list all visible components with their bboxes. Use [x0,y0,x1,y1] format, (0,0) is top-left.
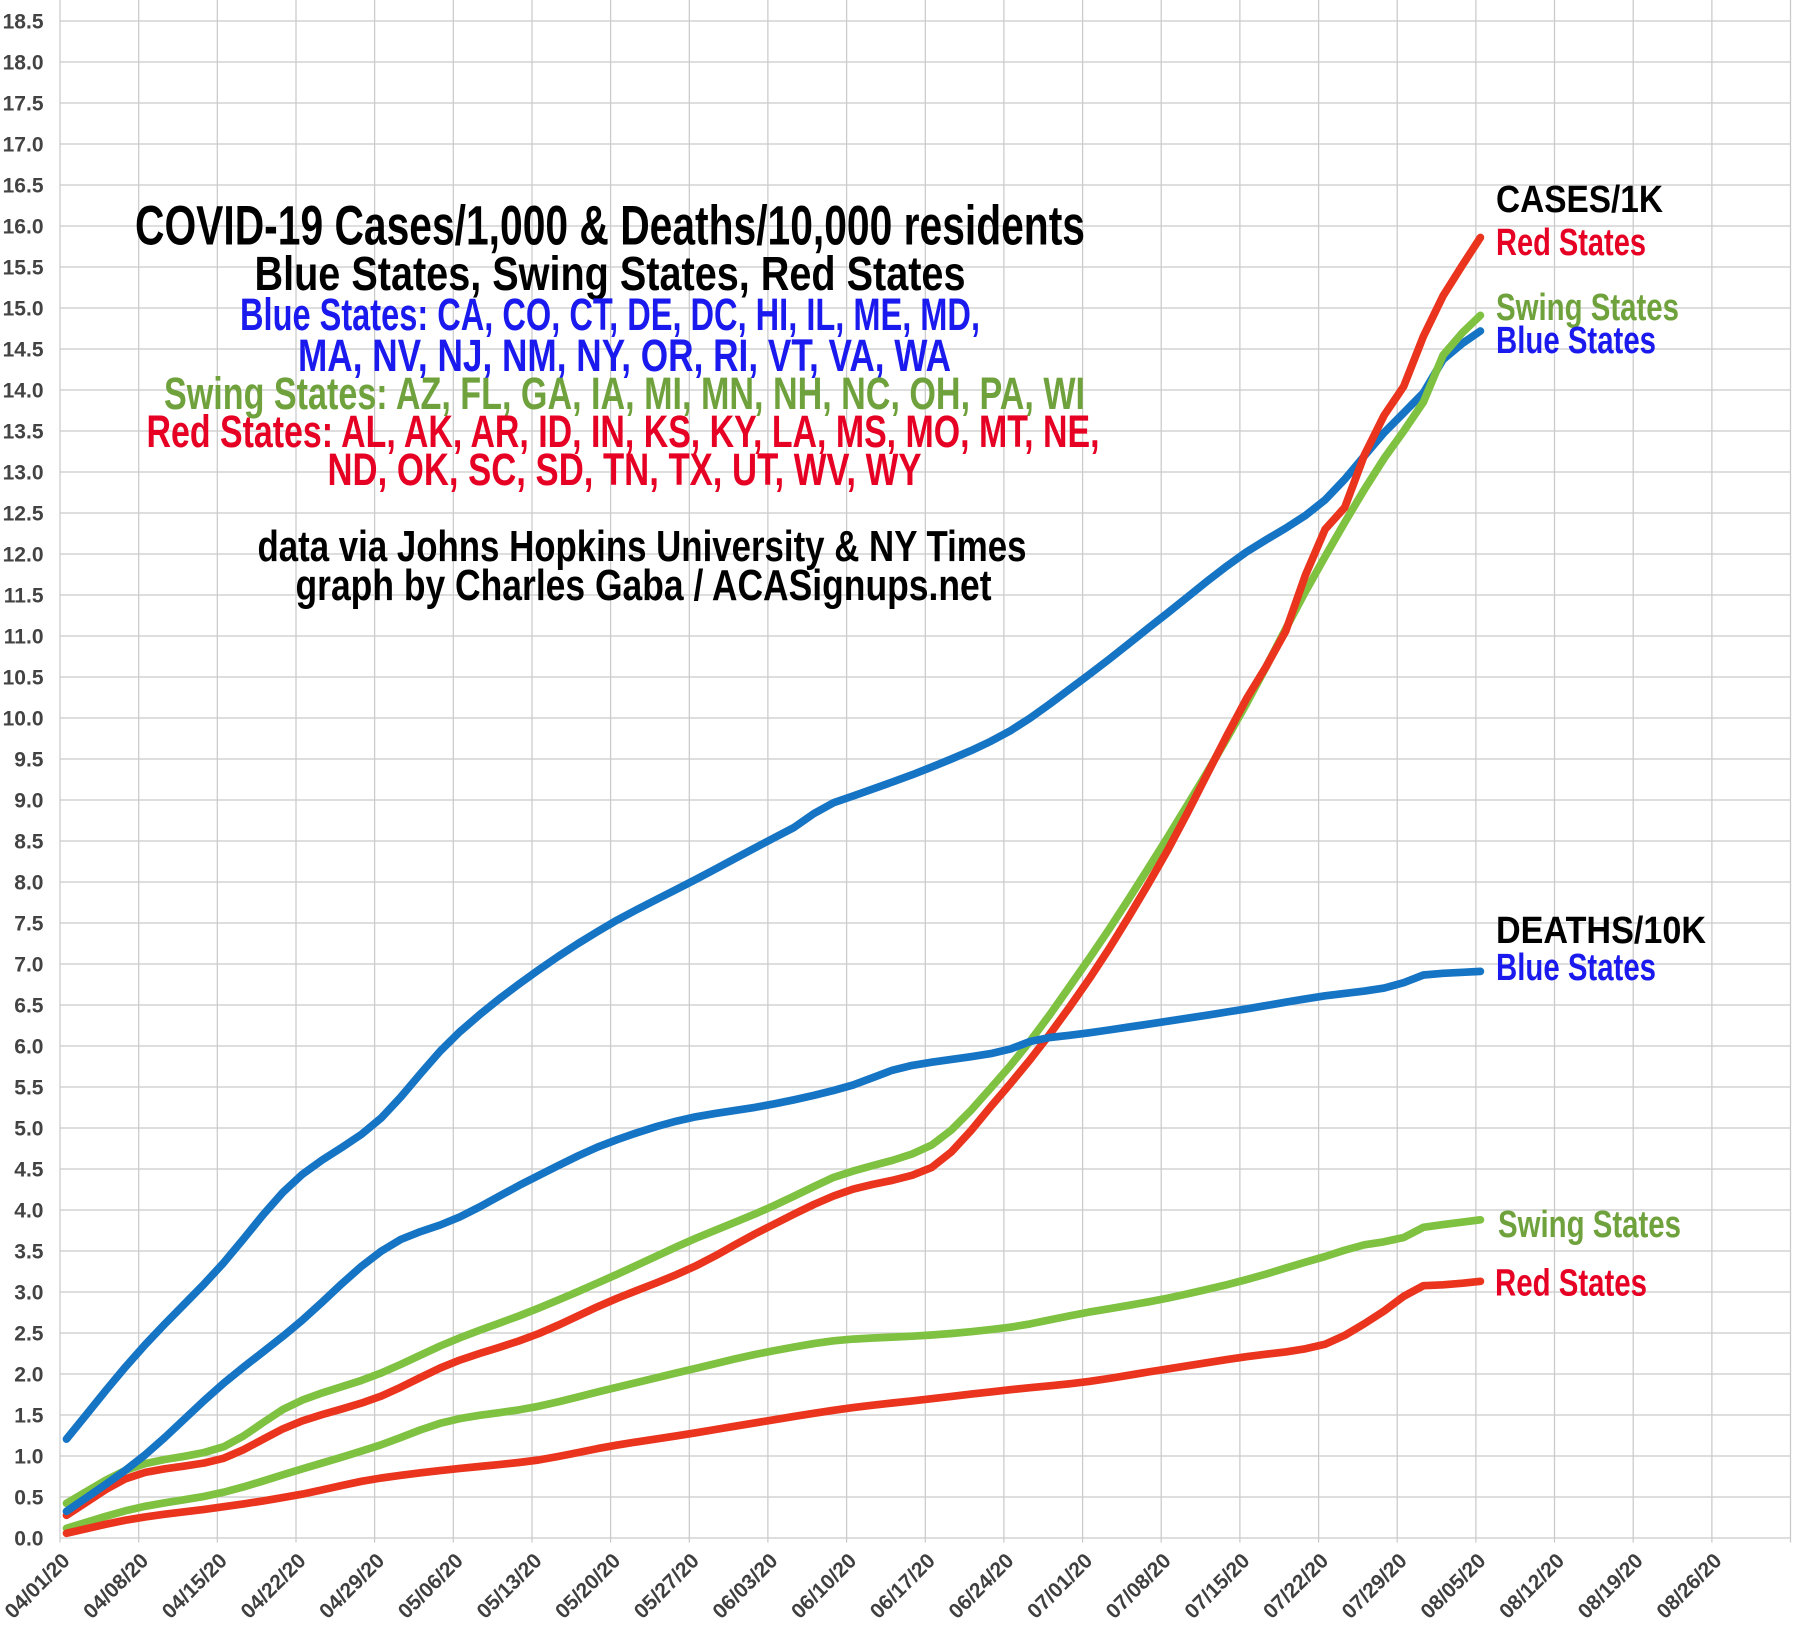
svg-text:18.5: 18.5 [3,11,44,34]
svg-text:4.5: 4.5 [14,1159,44,1182]
svg-text:1.0: 1.0 [14,1446,43,1469]
svg-text:Blue States, Swing States, Red: Blue States, Swing States, Red States [255,248,966,301]
svg-text:05/06/20: 05/06/20 [394,1549,468,1623]
svg-text:DEATHS/10K: DEATHS/10K [1496,910,1706,952]
svg-text:08/19/20: 08/19/20 [1574,1549,1648,1623]
svg-text:Blue States: Blue States [1496,947,1656,989]
svg-text:04/08/20: 04/08/20 [79,1549,153,1623]
svg-text:0.5: 0.5 [14,1487,44,1510]
svg-text:13.5: 13.5 [3,421,44,444]
svg-text:6.0: 6.0 [14,1036,43,1059]
svg-text:18.0: 18.0 [3,52,44,75]
svg-text:2.0: 2.0 [14,1364,43,1387]
svg-text:9.5: 9.5 [14,749,44,772]
svg-text:0.0: 0.0 [14,1528,43,1551]
svg-text:04/01/20: 04/01/20 [0,1549,74,1623]
svg-text:Red States: AL, AK, AR, ID, IN: Red States: AL, AK, AR, ID, IN, KS, KY, … [147,406,1100,457]
svg-text:8.0: 8.0 [14,872,43,895]
svg-text:05/20/20: 05/20/20 [551,1549,625,1623]
svg-text:07/29/20: 07/29/20 [1338,1549,1412,1623]
svg-text:5.5: 5.5 [14,1077,44,1100]
svg-text:data via Johns Hopkins Univers: data via Johns Hopkins University & NY T… [258,522,1027,571]
svg-text:4.0: 4.0 [14,1200,43,1223]
svg-text:13.0: 13.0 [3,462,44,485]
svg-text:8.5: 8.5 [14,831,44,854]
svg-text:12.0: 12.0 [3,544,44,567]
svg-text:08/26/20: 08/26/20 [1652,1549,1726,1623]
svg-text:6.5: 6.5 [14,995,44,1018]
svg-text:3.5: 3.5 [14,1241,44,1264]
svg-text:Swing States: AZ, FL, GA, IA,: Swing States: AZ, FL, GA, IA, MI, MN, NH… [164,368,1085,419]
svg-text:17.0: 17.0 [3,134,44,157]
svg-text:05/27/20: 05/27/20 [630,1549,704,1623]
svg-text:06/24/20: 06/24/20 [944,1549,1018,1623]
svg-text:14.5: 14.5 [3,339,44,362]
svg-text:CASES/1K: CASES/1K [1496,179,1663,221]
svg-text:08/05/20: 08/05/20 [1416,1549,1490,1623]
svg-text:16.5: 16.5 [3,175,44,198]
svg-text:06/03/20: 06/03/20 [708,1549,782,1623]
svg-text:Red States: Red States [1495,1263,1647,1305]
svg-text:04/29/20: 04/29/20 [315,1549,389,1623]
svg-text:1.5: 1.5 [14,1405,44,1428]
svg-text:11.5: 11.5 [4,585,44,608]
svg-text:Swing States: Swing States [1498,1204,1681,1246]
svg-text:9.0: 9.0 [14,790,43,813]
svg-text:3.0: 3.0 [14,1282,43,1305]
svg-text:07/22/20: 07/22/20 [1259,1549,1333,1623]
svg-text:07/01/20: 07/01/20 [1023,1549,1097,1623]
svg-text:17.5: 17.5 [3,93,44,116]
svg-text:06/10/20: 06/10/20 [787,1549,861,1623]
svg-text:07/15/20: 07/15/20 [1180,1549,1254,1623]
svg-text:07/08/20: 07/08/20 [1102,1549,1176,1623]
svg-text:Blue States: Blue States [1496,320,1656,362]
svg-text:06/17/20: 06/17/20 [866,1549,940,1623]
svg-text:10.0: 10.0 [3,708,44,731]
svg-text:12.5: 12.5 [3,503,44,526]
svg-text:10.5: 10.5 [3,667,44,690]
svg-text:14.0: 14.0 [3,380,44,403]
svg-text:11.0: 11.0 [4,626,44,649]
svg-text:05/13/20: 05/13/20 [472,1549,546,1623]
svg-text:08/12/20: 08/12/20 [1495,1549,1569,1623]
svg-text:graph by Charles Gaba / ACASig: graph by Charles Gaba / ACASignups.net [296,561,992,610]
svg-text:MA, NV, NJ, NM, NY, OR, RI, VT: MA, NV, NJ, NM, NY, OR, RI, VT, VA, WA [298,330,951,381]
svg-text:15.0: 15.0 [3,298,44,321]
svg-text:COVID-19 Cases/1,000 & Deaths/: COVID-19 Cases/1,000 & Deaths/10,000 res… [135,194,1085,257]
svg-text:04/15/20: 04/15/20 [158,1549,232,1623]
svg-text:15.5: 15.5 [3,257,44,280]
svg-text:5.0: 5.0 [14,1118,43,1141]
svg-text:Red States: Red States [1496,222,1646,264]
svg-text:7.0: 7.0 [14,954,43,977]
svg-text:16.0: 16.0 [3,216,44,239]
svg-text:7.5: 7.5 [14,913,44,936]
svg-text:2.5: 2.5 [14,1323,44,1346]
svg-text:Swing States: Swing States [1496,287,1679,329]
svg-text:04/22/20: 04/22/20 [236,1549,310,1623]
svg-text:Blue States: CA, CO, CT, DE, D: Blue States: CA, CO, CT, DE, DC, HI, IL,… [240,289,980,340]
svg-text:ND, OK, SC, SD, TN, TX, UT, WV: ND, OK, SC, SD, TN, TX, UT, WV, WY [328,444,922,495]
